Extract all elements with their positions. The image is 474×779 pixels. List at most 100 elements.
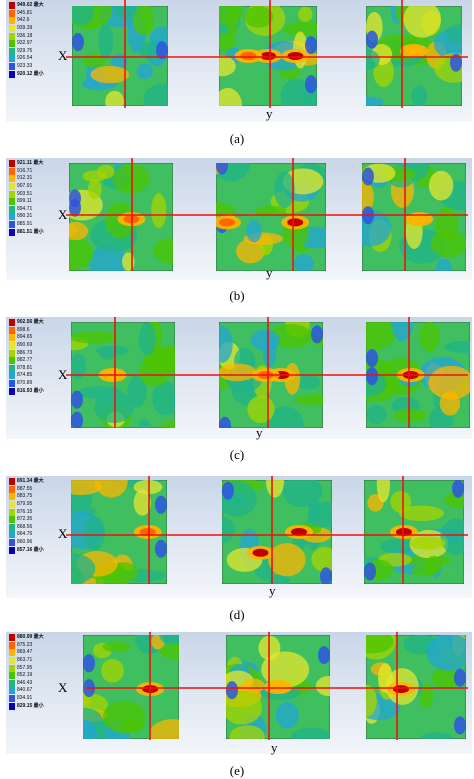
- panel-e: 880.99 最大 875.23 869.47 863.71 857.95 852.19 8…: [6, 632, 472, 755]
- legend-swatch: [9, 228, 15, 236]
- legend-swatch: [9, 539, 15, 547]
- legend-entry: 926.54: [9, 55, 61, 63]
- legend-swatch: [9, 687, 15, 695]
- legend-label: 878.81: [17, 364, 33, 371]
- legend-entry: 857.16 最小: [9, 546, 61, 554]
- y-axis-label: y: [256, 425, 263, 440]
- contour-map-3: [366, 322, 470, 428]
- color-legend: 891.34 最大 887.55 883.75 879.95 876.15 872.35 8…: [9, 478, 61, 554]
- legend-entry: 932.97: [9, 40, 61, 48]
- legend-entry: 912.31: [9, 175, 61, 183]
- legend-label: 875.23: [17, 641, 33, 648]
- legend-entry: 870.89: [9, 380, 61, 388]
- legend-entry: 834.91: [9, 695, 61, 703]
- legend-swatch: [9, 326, 15, 334]
- y-axis-label: y: [269, 583, 276, 598]
- legend-label: 890.69: [17, 342, 33, 349]
- legend-swatch: [9, 63, 15, 71]
- legend-swatch: [9, 198, 15, 206]
- legend-entry: 886.73: [9, 349, 61, 357]
- color-legend: 949.02 最大 945.81 942.6 939.39 936.18 932.97 92…: [9, 2, 61, 78]
- legend-entry: 875.23: [9, 641, 61, 650]
- legend-entry: 894.71: [9, 205, 61, 214]
- legend-swatch: [9, 493, 15, 501]
- legend-entry: 894.65: [9, 334, 61, 342]
- crosshair-lines: [66, 0, 468, 108]
- legend-swatch: [9, 546, 15, 554]
- legend-entry: 949.02 最大: [9, 2, 61, 10]
- color-legend: 921.11 最大 916.71 912.31 907.91 903.51 899.11 8…: [9, 160, 61, 236]
- legend-label: 840.67: [17, 687, 33, 694]
- legend-swatch: [9, 349, 15, 357]
- legend-entry: 872.35: [9, 516, 61, 524]
- caption-d: (d): [229, 607, 245, 622]
- legend-swatch: [9, 205, 15, 213]
- legend-swatch: [9, 672, 15, 680]
- legend-swatch: [9, 372, 15, 380]
- caption-b: (b): [229, 288, 245, 303]
- legend-swatch: [9, 634, 15, 642]
- contour-map-1: [72, 6, 168, 106]
- legend-label: 852.19: [17, 672, 33, 679]
- legend-entry: 882.77: [9, 357, 61, 365]
- legend-entry: 891.34 最大: [9, 478, 61, 486]
- legend-swatch: [9, 641, 15, 649]
- legend-swatch: [9, 160, 15, 168]
- legend-swatch: [9, 679, 15, 687]
- legend-label: 872.35: [17, 516, 33, 523]
- legend-swatch: [9, 55, 15, 63]
- legend-entry: 936.18: [9, 32, 61, 40]
- legend-label: 846.43: [17, 679, 33, 686]
- x-axis-label: X: [58, 526, 68, 541]
- legend-entry: 902.56 最大: [9, 319, 61, 327]
- legend-entry: 846.43: [9, 679, 61, 688]
- legend-swatch: [9, 2, 15, 10]
- legend-label: 868.56: [17, 523, 33, 530]
- legend-entry: 879.95: [9, 501, 61, 509]
- legend-swatch: [9, 190, 15, 198]
- legend-label: 890.31: [17, 213, 33, 220]
- legend-swatch: [9, 531, 15, 539]
- legend-swatch: [9, 664, 15, 672]
- legend-label: 902.56 最大: [17, 319, 44, 326]
- legend-entry: 868.56: [9, 523, 61, 532]
- contour-map-1: [83, 635, 179, 739]
- legend-swatch: [9, 334, 15, 342]
- legend-entry: 890.69: [9, 342, 61, 350]
- y-axis-label: y: [266, 265, 273, 280]
- legend-label: 834.91: [17, 695, 33, 702]
- contour-map-1: [71, 480, 167, 584]
- legend-label: 880.99 最大: [17, 634, 44, 641]
- crosshair-lines: [66, 317, 468, 428]
- contour-map-1: [69, 163, 173, 271]
- x-axis-label: X: [58, 207, 68, 222]
- x-axis-label: X: [58, 48, 68, 63]
- legend-label: 887.55: [17, 485, 33, 492]
- legend-swatch: [9, 40, 15, 48]
- legend-label: 863.71: [17, 657, 33, 664]
- legend-swatch: [9, 478, 15, 486]
- legend-swatch: [9, 213, 15, 221]
- legend-label: 857.95: [17, 664, 33, 671]
- legend-label: 920.12 最小: [17, 70, 44, 77]
- legend-label: 939.39: [17, 25, 33, 32]
- contour-map-3: [364, 480, 464, 584]
- legend-label: 926.54: [17, 55, 33, 62]
- legend-label: 869.47: [17, 649, 33, 656]
- legend-label: 945.81: [17, 9, 33, 16]
- legend-entry: 880.99 最大: [9, 634, 61, 642]
- legend-label: 879.95: [17, 501, 33, 508]
- legend-swatch: [9, 364, 15, 372]
- legend-label: 857.16 最小: [17, 546, 44, 553]
- legend-entry: 881.51 最小: [9, 228, 61, 236]
- legend-swatch: [9, 175, 15, 183]
- legend-entry: 876.15: [9, 508, 61, 516]
- legend-label: 870.89: [17, 380, 33, 387]
- legend-label: 929.75: [17, 47, 33, 54]
- legend-entry: 829.15 最小: [9, 702, 61, 710]
- legend-label: 891.34 最大: [17, 478, 44, 485]
- legend-swatch: [9, 702, 15, 710]
- legend-label: 894.65: [17, 334, 33, 341]
- legend-label: 912.31: [17, 175, 33, 182]
- contour-map-3: [362, 163, 466, 271]
